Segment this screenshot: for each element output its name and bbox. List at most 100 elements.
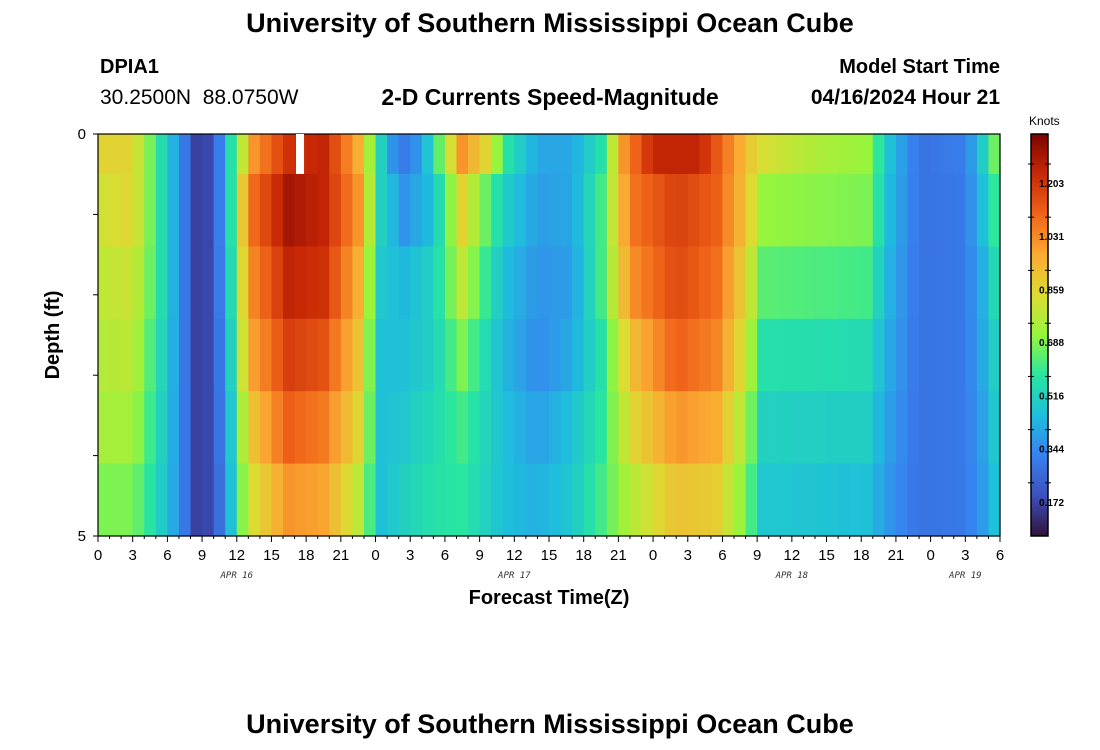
heat-cell <box>202 391 215 465</box>
heat-cell <box>699 318 712 392</box>
heat-cell <box>976 134 990 175</box>
heat-cell <box>202 246 215 320</box>
heat-cell <box>988 246 1001 320</box>
heat-cell <box>514 174 527 247</box>
heat-cell <box>583 174 596 247</box>
heat-cell <box>814 463 828 537</box>
heat-cell <box>132 174 145 247</box>
heat-cell <box>121 318 134 392</box>
heat-cell <box>98 246 111 320</box>
heat-cell <box>444 318 458 392</box>
heat-cell <box>121 174 134 247</box>
heat-cell <box>167 174 180 247</box>
heat-cell <box>109 463 122 537</box>
heat-cell <box>838 246 851 320</box>
colorbar: Knots 0.172 0.344 0.516 0.688 0.859 1.031 1.20… <box>1028 114 1064 537</box>
heat-cell <box>861 318 874 392</box>
heat-cell <box>283 174 296 247</box>
heat-cell <box>653 391 666 465</box>
heat-cell <box>838 134 851 175</box>
heat-cell <box>98 134 111 175</box>
heat-cell <box>398 318 411 392</box>
heat-cell <box>155 174 168 247</box>
heat-cell <box>468 174 481 247</box>
heat-cell <box>213 134 226 175</box>
heat-cell <box>340 174 354 247</box>
heat-cell <box>375 246 388 320</box>
x-tick-label: 15 <box>818 547 835 564</box>
heat-cell <box>306 134 319 175</box>
heat-cell <box>514 463 527 537</box>
heat-cell <box>190 318 203 392</box>
heat-cell <box>306 246 319 320</box>
heat-cell <box>919 318 932 392</box>
heat-cell <box>340 318 354 392</box>
colorbar-tick-label: 0.688 <box>1039 338 1064 349</box>
heat-cell <box>699 134 712 175</box>
heat-cell <box>895 134 909 175</box>
x-tick-label: 3 <box>961 547 969 564</box>
heat-cell <box>410 318 423 392</box>
heat-cell <box>132 246 145 320</box>
heat-cell <box>641 463 654 537</box>
heat-cell <box>549 391 562 465</box>
heat-cell <box>271 134 284 175</box>
heat-cell <box>283 246 296 320</box>
heat-cell <box>710 391 724 465</box>
station-id: DPIA1 <box>100 56 159 78</box>
heat-cell <box>144 134 157 175</box>
heat-cell <box>838 391 851 465</box>
heat-cell <box>178 174 192 247</box>
heat-cell <box>942 318 955 392</box>
heat-cell <box>479 318 492 392</box>
x-tick-label: 12 <box>784 547 801 564</box>
heat-cell <box>676 318 689 392</box>
heat-cell <box>167 246 180 320</box>
main-title: University of Southern Mississippi Ocean… <box>246 8 854 38</box>
heat-cell <box>757 174 770 247</box>
heat-cell <box>549 174 562 247</box>
x-tick-label: 9 <box>753 547 761 564</box>
heat-cell <box>653 463 666 537</box>
x-tick-label: 21 <box>333 547 350 564</box>
station-coords: 30.2500N 88.0750W <box>100 86 299 109</box>
heat-cell <box>907 134 920 175</box>
heat-cell <box>514 246 527 320</box>
heat-cell <box>595 318 608 392</box>
heat-cell <box>768 174 781 247</box>
heat-cell <box>942 246 955 320</box>
heat-cell <box>283 391 296 465</box>
heat-cell <box>722 174 735 247</box>
heat-cell <box>167 391 180 465</box>
heat-cell <box>734 463 747 537</box>
heat-cell <box>329 391 342 465</box>
heat-cell <box>317 134 330 175</box>
heat-cell <box>444 391 458 465</box>
heat-cell <box>641 246 654 320</box>
heat-cell <box>988 318 1001 392</box>
heat-cell <box>560 391 573 465</box>
heat-cell <box>884 463 897 537</box>
heat-cell <box>572 246 585 320</box>
heat-cell <box>340 391 354 465</box>
heat-cell <box>919 134 932 175</box>
heat-cell <box>618 391 631 465</box>
x-tick-label: 18 <box>575 547 592 564</box>
x-tick-label: 6 <box>441 547 449 564</box>
heat-cell <box>155 318 168 392</box>
date-label: APR 17 <box>497 571 531 581</box>
heat-cell <box>560 318 573 392</box>
heat-cell <box>456 246 469 320</box>
heat-cell <box>363 391 377 465</box>
heat-cell <box>826 391 839 465</box>
heat-cell <box>352 134 365 175</box>
heat-cell <box>213 318 226 392</box>
heat-cell <box>294 463 307 537</box>
x-tick-label: 18 <box>853 547 870 564</box>
heat-cell <box>976 463 990 537</box>
heat-cell <box>271 174 284 247</box>
heat-cell <box>514 391 527 465</box>
heat-cell <box>606 174 619 247</box>
heat-cell <box>502 246 515 320</box>
heat-cell <box>664 246 677 320</box>
